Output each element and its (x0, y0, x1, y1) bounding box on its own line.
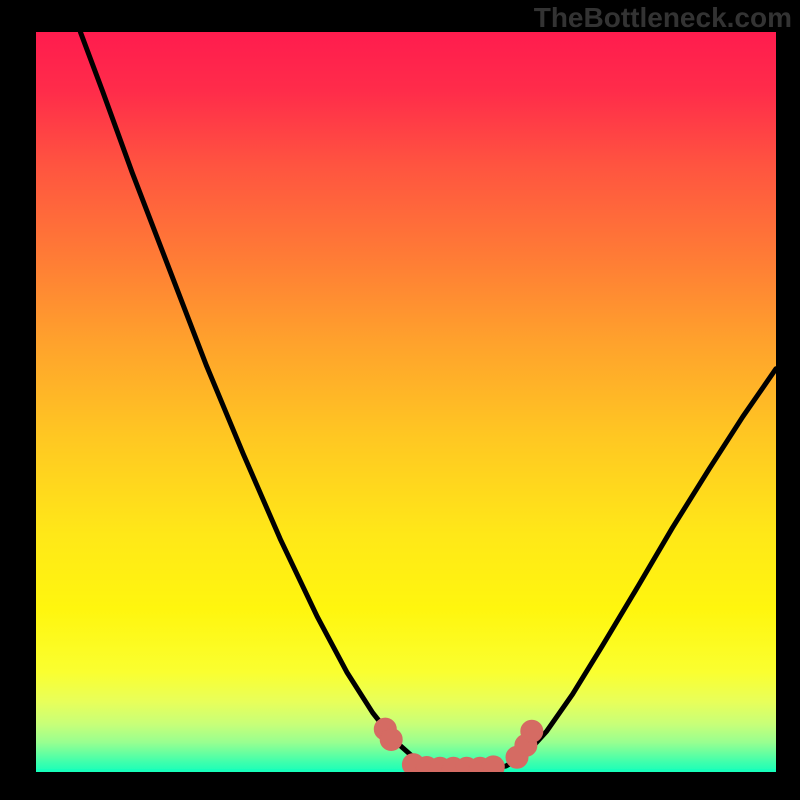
plot-background (36, 32, 776, 772)
plot-area (36, 32, 776, 772)
plot-svg (36, 32, 776, 772)
chart-frame: TheBottleneck.com (0, 0, 800, 800)
data-marker (521, 720, 543, 742)
watermark-text: TheBottleneck.com (534, 2, 792, 34)
data-marker (380, 728, 402, 750)
